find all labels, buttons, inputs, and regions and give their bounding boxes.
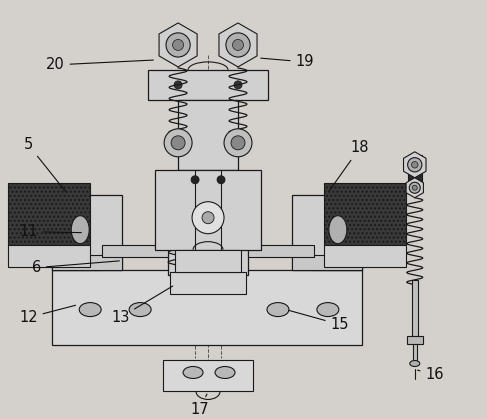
Circle shape xyxy=(172,39,184,50)
Circle shape xyxy=(192,202,224,234)
Text: 13: 13 xyxy=(111,286,173,325)
Bar xyxy=(170,272,246,294)
Bar xyxy=(407,336,423,344)
Circle shape xyxy=(409,182,420,193)
Text: 11: 11 xyxy=(19,224,81,239)
Bar xyxy=(52,255,122,270)
Bar xyxy=(163,360,253,391)
Bar xyxy=(408,155,422,183)
Bar xyxy=(312,255,362,270)
Circle shape xyxy=(166,33,190,57)
Circle shape xyxy=(226,33,250,57)
Circle shape xyxy=(171,136,185,150)
Polygon shape xyxy=(219,23,257,67)
Polygon shape xyxy=(404,152,426,178)
Ellipse shape xyxy=(79,303,101,317)
Circle shape xyxy=(164,129,192,157)
Circle shape xyxy=(231,136,245,150)
Bar xyxy=(248,245,314,257)
Bar xyxy=(168,245,248,274)
Text: 17: 17 xyxy=(191,394,209,417)
Bar xyxy=(155,170,261,250)
Bar xyxy=(178,100,238,170)
Circle shape xyxy=(174,81,182,89)
Bar xyxy=(292,255,362,270)
Text: 20: 20 xyxy=(46,57,153,72)
Circle shape xyxy=(232,39,244,50)
Ellipse shape xyxy=(215,367,235,378)
Bar xyxy=(52,195,122,270)
Bar xyxy=(8,183,90,245)
Bar xyxy=(412,279,418,339)
Circle shape xyxy=(234,81,242,89)
Ellipse shape xyxy=(317,303,339,317)
Circle shape xyxy=(202,212,214,224)
Text: 12: 12 xyxy=(19,305,75,325)
Text: 15: 15 xyxy=(289,310,349,332)
Bar xyxy=(52,270,362,344)
Circle shape xyxy=(408,158,422,172)
Ellipse shape xyxy=(129,303,151,317)
Text: 16: 16 xyxy=(417,367,444,382)
Ellipse shape xyxy=(329,216,347,244)
Ellipse shape xyxy=(267,303,289,317)
Bar xyxy=(292,195,362,270)
Bar xyxy=(413,344,417,362)
Text: 5: 5 xyxy=(24,137,67,193)
Bar xyxy=(324,245,406,266)
Bar xyxy=(52,255,102,270)
Circle shape xyxy=(412,162,418,168)
Polygon shape xyxy=(406,178,423,198)
Ellipse shape xyxy=(71,216,89,244)
Bar xyxy=(148,70,268,100)
Circle shape xyxy=(217,176,225,184)
Text: 18: 18 xyxy=(330,140,369,191)
Polygon shape xyxy=(159,23,197,67)
Text: 19: 19 xyxy=(261,54,314,70)
Ellipse shape xyxy=(183,367,203,378)
Bar xyxy=(324,183,406,245)
Bar xyxy=(102,245,168,257)
Ellipse shape xyxy=(410,360,420,367)
Circle shape xyxy=(191,176,199,184)
Bar xyxy=(175,250,241,272)
Circle shape xyxy=(224,129,252,157)
Bar xyxy=(8,245,90,266)
Circle shape xyxy=(412,185,417,190)
Text: 6: 6 xyxy=(32,260,119,275)
